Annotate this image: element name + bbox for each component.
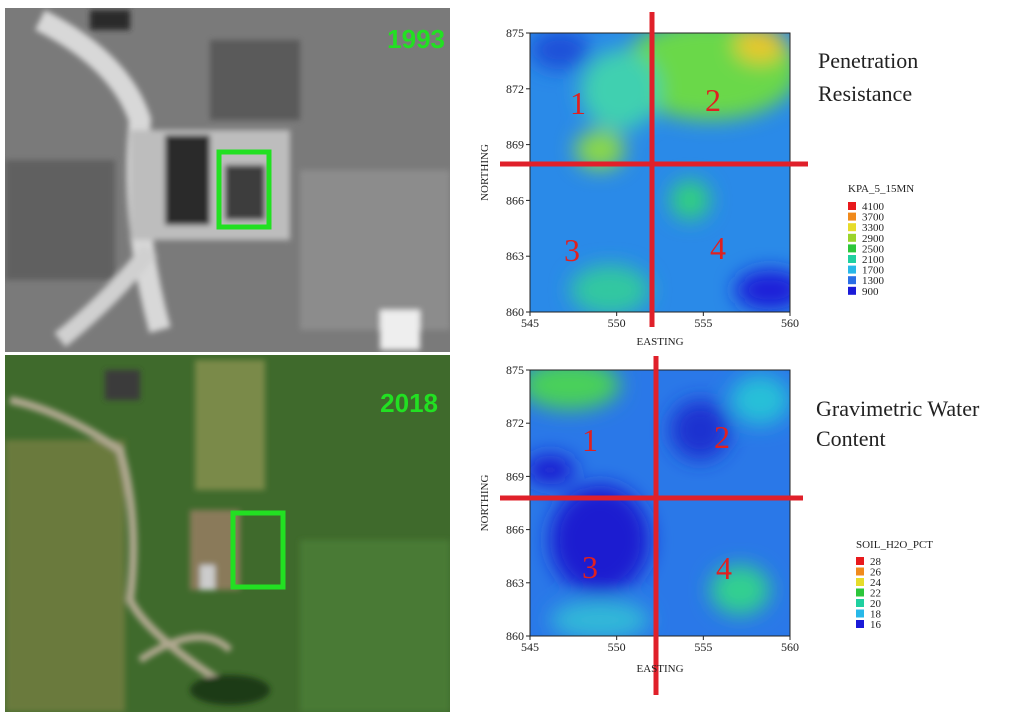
legend-title: SOIL_H2O_PCT	[856, 539, 933, 551]
photo-year: 2018	[380, 388, 438, 418]
map-title: Resistance	[818, 81, 912, 106]
quadrant-label: 4	[716, 550, 732, 586]
y-axis-label: NORTHING	[479, 475, 491, 532]
x-tick-label: 550	[608, 316, 626, 330]
quadrant-label: 1	[570, 85, 586, 121]
map-title: Content	[816, 426, 886, 451]
figure: 1993 2018	[0, 0, 1018, 712]
quadrant-label: 3	[564, 232, 580, 268]
y-tick-label: 863	[506, 249, 524, 263]
quadrant-label: 2	[705, 82, 721, 118]
quadrant-label: 2	[714, 419, 730, 455]
y-tick-label: 875	[506, 26, 524, 40]
y-tick-label: 860	[506, 629, 524, 643]
legend-swatch	[848, 287, 856, 295]
quadrant-label: 3	[582, 549, 598, 585]
legend-swatch	[848, 213, 856, 221]
x-tick-label: 555	[694, 640, 712, 654]
quadrant-label: 1	[582, 422, 598, 458]
y-tick-label: 866	[506, 193, 524, 207]
legend-label: 16	[870, 619, 882, 631]
y-tick-label: 869	[506, 138, 524, 152]
y-tick-label: 875	[506, 363, 524, 377]
y-tick-label: 869	[506, 469, 524, 483]
legend-swatch	[856, 568, 864, 576]
x-axis-label: EASTING	[636, 663, 683, 675]
legend-label: 900	[862, 286, 879, 298]
y-tick-label: 872	[506, 416, 524, 430]
y-tick-label: 866	[506, 523, 524, 537]
heatmap-surface	[530, 20, 805, 315]
x-axis-label: EASTING	[636, 336, 683, 348]
aerial-photo-1993	[5, 8, 450, 352]
legend-swatch	[848, 276, 856, 284]
legend-swatch	[848, 255, 856, 263]
x-tick-label: 555	[694, 316, 712, 330]
legend-swatch	[856, 610, 864, 618]
legend-swatch	[856, 578, 864, 586]
y-tick-label: 863	[506, 576, 524, 590]
map-title: Penetration	[818, 48, 918, 73]
map-title: Gravimetric Water	[816, 396, 980, 421]
legend-swatch	[848, 234, 856, 242]
legend-swatch	[856, 589, 864, 597]
y-tick-label: 872	[506, 82, 524, 96]
legend-swatch	[856, 599, 864, 607]
y-tick-label: 860	[506, 305, 524, 319]
quadrant-label: 4	[710, 230, 726, 266]
legend-title: KPA_5_15MN	[848, 183, 914, 195]
legend-swatch	[848, 244, 856, 252]
legend-swatch	[848, 266, 856, 274]
legend-swatch	[856, 557, 864, 565]
y-axis-label: NORTHING	[479, 144, 491, 201]
x-tick-label: 550	[608, 640, 626, 654]
photo-year: 1993	[387, 24, 445, 54]
x-tick-label: 560	[781, 316, 799, 330]
legend-swatch	[856, 620, 864, 628]
x-tick-label: 560	[781, 640, 799, 654]
legend-swatch	[848, 223, 856, 231]
legend-swatch	[848, 202, 856, 210]
